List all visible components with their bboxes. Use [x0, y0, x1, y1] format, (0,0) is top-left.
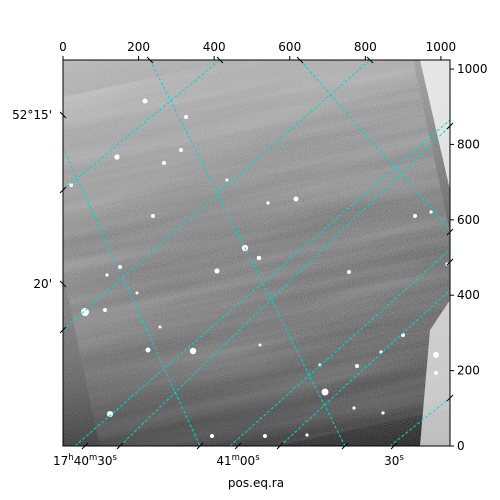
star-25 [103, 308, 107, 312]
ra-tick-2 [390, 442, 398, 450]
ra-minor-tick-1 [341, 442, 349, 450]
dec-tick-0 [59, 111, 67, 119]
right-tick-label-3: 600 [457, 213, 480, 227]
star-23 [381, 411, 385, 415]
star-8 [114, 154, 120, 160]
top-tick-label-4: 800 [354, 40, 377, 54]
right-wcs-tick-1 [446, 228, 454, 236]
ra-tick-0 [81, 442, 89, 450]
ra-tick-label-0: 17h40m30s [53, 453, 118, 468]
ra-tick-label-1: 41m00s [216, 453, 260, 468]
top-tick-label-2: 400 [203, 40, 226, 54]
dec-axis: 52°15' 20' [12, 56, 454, 402]
right-tick-label-5: 1000 [457, 62, 488, 76]
star-34 [266, 201, 270, 205]
grid-line-5 [63, 60, 221, 191]
dec-tick-1 [59, 280, 67, 288]
right-wcs-tick-3 [446, 394, 454, 402]
star-10 [184, 115, 188, 119]
top-wcs-tick-3 [366, 56, 374, 64]
star-27 [151, 214, 155, 218]
star-1 [107, 411, 113, 417]
ra-minor-tick-0 [196, 442, 204, 450]
top-wcs-tick-1 [216, 56, 224, 64]
right-pixel-axis: 0 200 400 600 800 1000 [450, 62, 488, 453]
ra-minor-tick-2 [116, 442, 124, 450]
grid-line-9 [389, 397, 450, 446]
dec-minor-tick-0 [59, 186, 67, 194]
grid-line-6 [63, 60, 371, 331]
image-shading [63, 60, 450, 446]
right-tick-label-0: 0 [457, 439, 465, 453]
grid-line-4 [74, 119, 450, 446]
star-12 [142, 98, 148, 104]
star-7 [145, 347, 151, 353]
star-4 [321, 388, 329, 396]
grid-line-8 [279, 289, 450, 446]
right-wcs-tick-2 [446, 258, 454, 266]
plot-frame [62, 59, 451, 447]
star-16 [379, 350, 383, 354]
star-13 [293, 196, 299, 202]
top-wcs-tick-2 [296, 56, 304, 64]
ra-minor-tick-3 [276, 442, 284, 450]
grid-line-7 [119, 125, 450, 446]
star-35 [318, 363, 322, 367]
grid-line-2 [299, 60, 450, 231]
star-6 [256, 255, 262, 261]
right-wcs-tick-0 [446, 122, 454, 130]
top-wcs-tick-0 [146, 56, 154, 64]
top-pixel-axis: 0 200 400 600 800 1000 [59, 40, 456, 60]
star-3 [189, 347, 197, 355]
top-tick-label-5: 1000 [426, 40, 457, 54]
star-28 [69, 183, 73, 187]
star-22 [305, 433, 309, 437]
white-top-right-corner [420, 60, 450, 190]
star-20 [263, 434, 267, 438]
star-37 [158, 325, 162, 329]
star-18 [434, 371, 438, 375]
grid-line-3 [229, 249, 450, 446]
dec-tick-label-0: 52°15' [12, 108, 52, 122]
top-tick-label-0: 0 [59, 40, 67, 54]
star-38 [258, 343, 262, 347]
star-26 [105, 273, 109, 277]
top-tick-label-1: 200 [127, 40, 150, 54]
star-5 [214, 268, 220, 274]
star-9 [162, 161, 166, 165]
star-36 [352, 406, 356, 410]
coordinate-grid [63, 60, 450, 446]
grid-line-1 [149, 60, 346, 446]
star-19 [355, 364, 359, 368]
star-11 [179, 148, 183, 152]
star-0 [81, 308, 89, 316]
star-14 [347, 270, 351, 274]
star-33 [135, 291, 139, 295]
star-32 [225, 178, 229, 182]
ra-tick-label-2: 30s [384, 453, 404, 468]
star-30 [429, 210, 433, 214]
star-17 [433, 352, 439, 358]
star-29 [413, 214, 417, 218]
right-tick-label-4: 800 [457, 137, 480, 151]
right-tick-label-1: 200 [457, 364, 480, 378]
x-axis-label: pos.eq.ra [228, 476, 284, 490]
top-tick-label-3: 600 [278, 40, 301, 54]
dec-minor-tick-1 [59, 326, 67, 334]
star-21 [210, 434, 214, 438]
dec-tick-label-1: 20' [33, 277, 52, 291]
star-24 [118, 265, 122, 269]
image-panel [63, 60, 450, 446]
ra-axis: 17h40m30s 41m00s 30s [53, 442, 404, 468]
right-tick-label-2: 400 [457, 288, 480, 302]
ra-tick-1 [234, 442, 242, 450]
